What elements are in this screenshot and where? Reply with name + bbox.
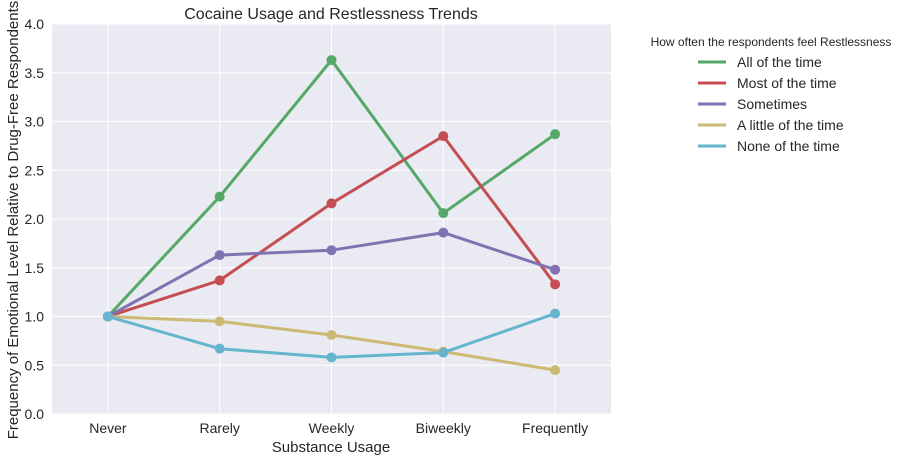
- data-point: [326, 330, 337, 341]
- data-point: [326, 352, 337, 363]
- y-tick-label: 3.5: [25, 65, 45, 81]
- y-axis-ticks: 0.0 0.5 1.0 1.5 2.0 2.5 3.0 3.5 4.0: [25, 16, 45, 422]
- legend-label: All of the time: [737, 54, 822, 70]
- chart-title: Cocaine Usage and Restlessness Trends: [184, 6, 478, 23]
- x-axis-ticks: Never Rarely Weekly Biweekly Frequently: [89, 420, 588, 436]
- data-point: [326, 198, 337, 209]
- legend-title: How often the respondents feel Restlessn…: [651, 35, 892, 49]
- legend-label: A little of the time: [737, 117, 844, 133]
- y-tick-label: 1.0: [25, 309, 45, 325]
- legend: How often the respondents feel Restlessn…: [651, 35, 892, 154]
- y-tick-label: 0.5: [25, 357, 45, 373]
- y-tick-label: 2.0: [25, 211, 45, 227]
- legend-label: None of the time: [737, 138, 840, 154]
- y-tick-label: 4.0: [25, 16, 45, 32]
- y-axis-label: Frequency of Emotional Level Relative to…: [5, 1, 22, 440]
- x-tick-label: Never: [89, 420, 127, 436]
- data-point: [438, 208, 449, 219]
- data-point: [326, 245, 337, 256]
- x-tick-label: Rarely: [199, 420, 239, 436]
- data-point: [438, 227, 449, 238]
- data-point: [214, 316, 225, 327]
- x-tick-label: Frequently: [522, 420, 588, 436]
- data-point: [214, 343, 225, 354]
- data-point: [214, 250, 225, 261]
- y-tick-label: 0.0: [25, 406, 45, 422]
- data-point: [214, 191, 225, 202]
- data-point: [550, 264, 561, 275]
- x-axis-label: Substance Usage: [272, 439, 390, 456]
- data-point: [550, 308, 561, 319]
- data-point: [550, 365, 561, 376]
- data-point: [214, 275, 225, 286]
- legend-label: Sometimes: [737, 96, 807, 112]
- data-point: [438, 347, 449, 358]
- x-tick-label: Biweekly: [416, 420, 471, 436]
- data-point: [326, 55, 337, 66]
- data-point: [550, 129, 561, 140]
- x-tick-label: Weekly: [309, 420, 355, 436]
- data-point: [102, 311, 113, 322]
- legend-label: Most of the time: [737, 75, 837, 91]
- data-point: [438, 131, 449, 142]
- y-tick-label: 3.0: [25, 114, 45, 130]
- y-tick-label: 2.5: [25, 162, 45, 178]
- y-tick-label: 1.5: [25, 260, 45, 276]
- data-point: [550, 279, 561, 290]
- series-points: [102, 55, 561, 376]
